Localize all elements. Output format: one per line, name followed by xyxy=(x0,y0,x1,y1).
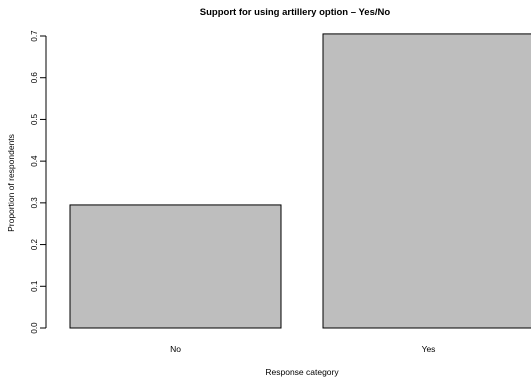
bar-yes xyxy=(322,33,531,329)
category-label-yes: Yes xyxy=(422,344,436,354)
y-tick-label: 0.1 xyxy=(30,280,39,292)
bars xyxy=(69,33,531,329)
category-label-no: No xyxy=(170,344,181,354)
y-axis: 0.0 0.1 0.2 0.3 0.4 0.5 0.6 0.7 xyxy=(30,30,47,334)
y-tick-label: 0.7 xyxy=(30,30,39,42)
x-axis-label: Response category xyxy=(265,367,339,377)
y-tick-label: 0.5 xyxy=(30,113,39,125)
y-tick-label: 0.0 xyxy=(30,322,39,334)
y-tick-label: 0.6 xyxy=(30,72,39,84)
y-tick-label: 0.4 xyxy=(30,155,39,167)
category-labels: No Yes xyxy=(170,344,435,354)
y-axis-label: Proportion of respondents xyxy=(6,134,16,232)
y-tick-label: 0.2 xyxy=(30,238,39,250)
y-tick-label: 0.3 xyxy=(30,197,39,209)
chart-title: Support for using artillery option – Yes… xyxy=(200,7,391,18)
bar-no xyxy=(69,204,282,329)
